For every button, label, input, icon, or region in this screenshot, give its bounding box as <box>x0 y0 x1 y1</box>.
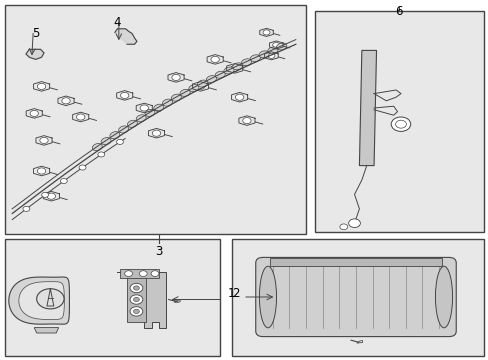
Circle shape <box>30 110 39 117</box>
Text: 5: 5 <box>32 27 39 40</box>
Bar <box>270 258 441 266</box>
Ellipse shape <box>110 132 120 139</box>
Bar <box>120 269 159 278</box>
Circle shape <box>47 193 56 199</box>
Ellipse shape <box>259 266 276 328</box>
Circle shape <box>37 168 46 174</box>
Circle shape <box>152 130 161 136</box>
Ellipse shape <box>215 71 225 78</box>
Ellipse shape <box>197 80 207 87</box>
Circle shape <box>242 117 251 124</box>
Ellipse shape <box>188 85 199 92</box>
Circle shape <box>272 42 279 48</box>
Circle shape <box>139 271 147 276</box>
Ellipse shape <box>127 120 137 127</box>
Circle shape <box>267 53 274 58</box>
Ellipse shape <box>119 126 128 133</box>
FancyBboxPatch shape <box>255 257 455 337</box>
Circle shape <box>210 56 219 63</box>
Polygon shape <box>26 49 44 59</box>
Polygon shape <box>19 282 64 319</box>
Circle shape <box>37 289 64 309</box>
Circle shape <box>230 65 239 72</box>
Circle shape <box>40 137 48 144</box>
Polygon shape <box>174 300 180 302</box>
Circle shape <box>130 283 142 293</box>
Circle shape <box>41 192 48 197</box>
Text: 6: 6 <box>394 5 402 18</box>
Circle shape <box>140 105 148 111</box>
Text: 2: 2 <box>232 287 239 300</box>
Circle shape <box>133 297 139 302</box>
Polygon shape <box>115 29 137 44</box>
Text: 1: 1 <box>227 287 234 300</box>
Ellipse shape <box>180 89 190 96</box>
Ellipse shape <box>92 144 102 151</box>
Circle shape <box>61 98 70 104</box>
Ellipse shape <box>259 51 269 58</box>
Ellipse shape <box>153 104 163 111</box>
Ellipse shape <box>162 99 172 106</box>
Ellipse shape <box>241 59 251 66</box>
Bar <box>232 239 483 356</box>
Ellipse shape <box>232 63 243 70</box>
Circle shape <box>98 152 104 157</box>
Circle shape <box>339 224 347 230</box>
Bar <box>315 11 483 232</box>
Ellipse shape <box>136 115 146 122</box>
Ellipse shape <box>276 43 286 50</box>
Ellipse shape <box>101 138 111 145</box>
Circle shape <box>395 120 406 128</box>
Polygon shape <box>34 328 59 333</box>
Circle shape <box>120 92 129 99</box>
Circle shape <box>390 117 410 131</box>
Circle shape <box>133 309 139 314</box>
Circle shape <box>116 139 123 144</box>
Circle shape <box>61 179 67 184</box>
Circle shape <box>235 94 244 100</box>
Text: 3: 3 <box>155 245 163 258</box>
Circle shape <box>151 271 159 276</box>
Ellipse shape <box>206 76 216 82</box>
Bar <box>127 277 145 322</box>
Circle shape <box>133 286 139 290</box>
Circle shape <box>348 219 360 228</box>
Ellipse shape <box>250 55 260 62</box>
Circle shape <box>124 271 132 276</box>
Circle shape <box>263 30 269 35</box>
Polygon shape <box>9 277 69 324</box>
Circle shape <box>37 83 46 90</box>
Circle shape <box>130 295 142 304</box>
Ellipse shape <box>267 47 278 54</box>
Text: 4: 4 <box>113 16 121 29</box>
Circle shape <box>130 307 142 316</box>
Ellipse shape <box>144 109 155 117</box>
Polygon shape <box>117 272 166 328</box>
Bar <box>5 239 220 356</box>
Bar <box>5 5 305 234</box>
Ellipse shape <box>434 266 451 328</box>
Circle shape <box>23 206 30 211</box>
Circle shape <box>171 74 180 81</box>
Polygon shape <box>359 50 376 166</box>
Circle shape <box>76 114 85 120</box>
Circle shape <box>79 165 86 170</box>
Circle shape <box>196 83 204 90</box>
Ellipse shape <box>224 67 234 74</box>
Ellipse shape <box>171 94 181 101</box>
Polygon shape <box>356 341 362 343</box>
